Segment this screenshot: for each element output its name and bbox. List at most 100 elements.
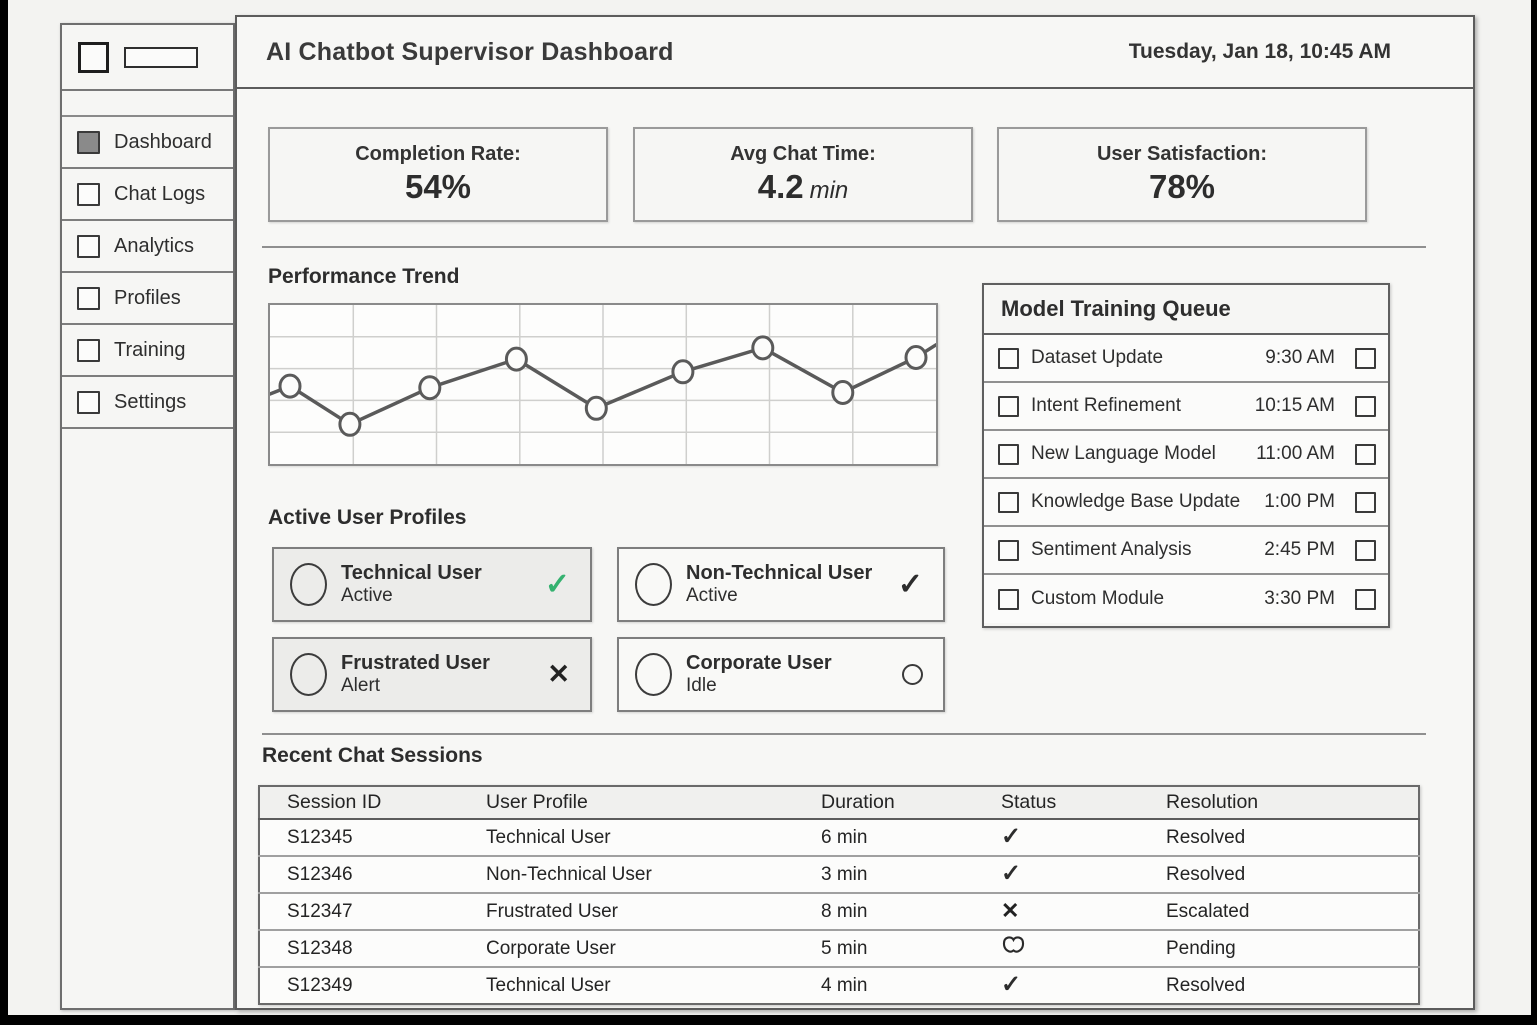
check-icon: ✓ — [897, 567, 923, 601]
stat-card-completion-rate: Completion Rate: 54% — [268, 127, 608, 222]
status-cell — [974, 930, 1139, 968]
resolution-cell: Pending — [1139, 930, 1419, 968]
training-queue-title: Model Training Queue — [984, 285, 1388, 335]
resolution-cell: Resolved — [1139, 819, 1419, 857]
queue-item-checkbox-right[interactable] — [1355, 395, 1376, 417]
idle-circle-icon — [902, 664, 923, 685]
stat-unit: min — [809, 177, 849, 204]
sidebar-item-training[interactable]: Training — [62, 325, 233, 377]
queue-item-time: 9:30 AM — [1265, 347, 1335, 368]
stat-label: User Satisfaction: — [1096, 143, 1268, 165]
queue-item-checkbox-left[interactable] — [998, 395, 1019, 417]
queue-item-checkbox-right[interactable] — [1355, 443, 1376, 465]
queue-item-label: Custom Module — [1031, 588, 1165, 609]
profile-status: Idle — [686, 675, 717, 697]
sidebar-item-profiles[interactable]: Profiles — [62, 273, 233, 325]
column-header-status: Status — [974, 786, 1139, 820]
avatar — [635, 653, 672, 696]
queue-item-checkbox-left[interactable] — [998, 491, 1019, 513]
content-divider-bottom — [262, 733, 1426, 735]
avatar — [290, 563, 327, 606]
training-queue-panel: Model Training Queue Dataset Update 9:30… — [982, 283, 1390, 628]
sidebar-item-checkbox[interactable] — [77, 338, 100, 362]
profiles-section-heading: Active User Profiles — [268, 506, 467, 529]
user-profile-cell: Corporate User — [459, 930, 794, 968]
sidebar-item-label: Training — [114, 338, 186, 361]
status-cell: ✓ — [974, 819, 1139, 857]
stat-value: 54% — [404, 168, 472, 205]
column-header-duration: Duration — [794, 786, 974, 820]
sidebar-item-checkbox[interactable] — [77, 390, 100, 414]
queue-item-checkbox-left[interactable] — [998, 588, 1019, 610]
profile-name: Technical User — [341, 562, 482, 585]
session-row-s12347[interactable]: S12347 Frustrated User 8 min ✕ Escalated — [259, 893, 1419, 931]
profile-card-corporate-user[interactable]: Corporate User Idle — [617, 637, 945, 712]
duration-cell: 5 min — [794, 930, 974, 968]
duration-cell: 6 min — [794, 819, 974, 857]
profile-card-frustrated-user[interactable]: Frustrated User Alert ✕ — [272, 637, 592, 712]
queue-item-time: 2:45 PM — [1264, 539, 1335, 560]
queue-item-checkbox-right[interactable] — [1355, 588, 1376, 610]
sidebar-item-label: Dashboard — [114, 130, 212, 153]
trend-section-heading: Performance Trend — [268, 265, 460, 288]
queue-item-checkbox-right[interactable] — [1355, 347, 1376, 369]
profile-status: Alert — [341, 675, 381, 697]
session-id-cell: S12345 — [259, 819, 459, 857]
queue-item-time: 10:15 AM — [1254, 395, 1335, 416]
profile-card-non-technical-user[interactable]: Non-Technical User Active ✓ — [617, 547, 945, 622]
sessions-table-header-row: Session ID User Profile Duration Status … — [259, 786, 1419, 820]
duration-cell: 4 min — [821, 974, 868, 996]
profile-card-technical-user[interactable]: Technical User Active ✓ — [272, 547, 592, 622]
check-icon-green: ✓ — [544, 567, 570, 601]
profile-name: Non-Technical User — [686, 562, 873, 585]
cross-icon: ✕ — [547, 659, 570, 689]
sidebar-item-checkbox[interactable] — [77, 234, 100, 258]
queue-item-time: 11:00 AM — [1256, 443, 1335, 464]
column-header-resolution: Resolution — [1139, 786, 1419, 820]
stat-label: Avg Chat Time: — [730, 143, 876, 165]
sidebar-item-analytics[interactable]: Analytics — [62, 221, 233, 273]
queue-item-checkbox-right[interactable] — [1355, 491, 1376, 513]
queue-item-checkbox-left[interactable] — [998, 443, 1019, 465]
sidebar-item-checkbox[interactable] — [77, 130, 100, 154]
queue-item-checkbox-right[interactable] — [1355, 539, 1376, 561]
sidebar-item-label: Settings — [114, 390, 187, 413]
session-row-s12348[interactable]: S12348 Corporate User 5 min Pending — [259, 930, 1419, 968]
performance-trend-chart — [268, 303, 938, 466]
session-row-s12345[interactable]: S12345 Technical User 6 min ✓ Resolved — [259, 819, 1419, 857]
sidebar-item-dashboard[interactable]: Dashboard — [62, 117, 233, 169]
queue-item-time: 1:00 PM — [1264, 491, 1335, 512]
duration-cell: 3 min — [794, 856, 974, 894]
sidebar-item-chat-logs[interactable]: Chat Logs — [62, 169, 233, 221]
duration-cell: 8 min — [794, 893, 974, 931]
sidebar-item-settings[interactable]: Settings — [62, 377, 233, 429]
user-profile-cell: Non-Technical User — [459, 856, 794, 894]
profile-name: Corporate User — [686, 652, 832, 675]
queue-item-intent-refinement: Intent Refinement 10:15 AM — [984, 383, 1388, 431]
avatar — [635, 563, 672, 606]
session-row-s12349[interactable]: S12349 Technical User 4 min ✓ Resolved — [259, 967, 1419, 1004]
stat-card-user-satisfaction: User Satisfaction: 78% — [997, 127, 1367, 222]
user-profile-cell: Frustrated User — [459, 893, 794, 931]
resolution-cell: Escalated — [1139, 893, 1419, 931]
queue-item-dataset-update: Dataset Update 9:30 AM — [984, 335, 1388, 383]
sidebar-item-label: Analytics — [114, 234, 195, 257]
queue-item-checkbox-left[interactable] — [998, 347, 1019, 369]
check-icon: ✓ — [1001, 860, 1022, 887]
sessions-section-heading: Recent Chat Sessions — [262, 744, 483, 767]
queue-item-checkbox-left[interactable] — [998, 539, 1019, 561]
logo-square-icon — [78, 41, 109, 73]
content-divider-top — [262, 246, 1426, 248]
sidebar-item-checkbox[interactable] — [77, 182, 100, 206]
queue-item-knowledge-base-update: Knowledge Base Update 1:00 PM — [984, 479, 1388, 527]
sidebar-item-checkbox[interactable] — [77, 286, 100, 310]
avatar — [290, 653, 327, 696]
session-row-s12346[interactable]: S12346 Non-Technical User 3 min ✓ Resolv… — [259, 856, 1419, 894]
main-content: Completion Rate: 54% Avg Chat Time: 4.2 m… — [237, 89, 1473, 1008]
sessions-table: Session ID User Profile Duration Status … — [258, 785, 1420, 1005]
queue-item-sentiment-analysis: Sentiment Analysis 2:45 PM — [984, 527, 1388, 575]
queue-item-label: Knowledge Base Update — [1031, 491, 1241, 512]
queue-item-new-language-model: New Language Model 11:00 AM — [984, 431, 1388, 479]
app-header: AI Chatbot Supervisor Dashboard Tuesday,… — [237, 17, 1473, 89]
user-profile-cell: Technical User — [459, 819, 794, 857]
